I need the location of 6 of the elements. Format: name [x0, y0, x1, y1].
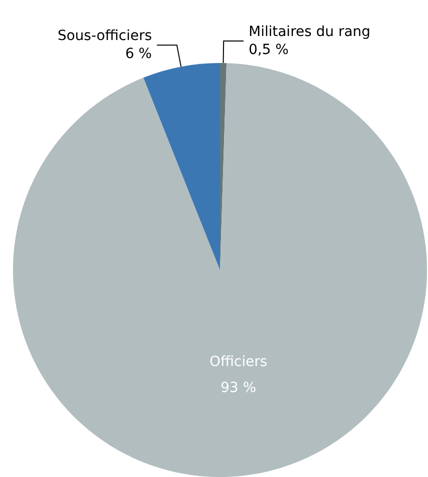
slice-label: Officiers [209, 354, 268, 370]
slice-label: Sous-officiers [58, 28, 152, 44]
data-label: 6 % [125, 46, 152, 62]
data-label: 0,5 % [248, 42, 289, 58]
slice-label: Militaires du rang [248, 24, 370, 40]
data-label: 93 % [220, 380, 256, 396]
